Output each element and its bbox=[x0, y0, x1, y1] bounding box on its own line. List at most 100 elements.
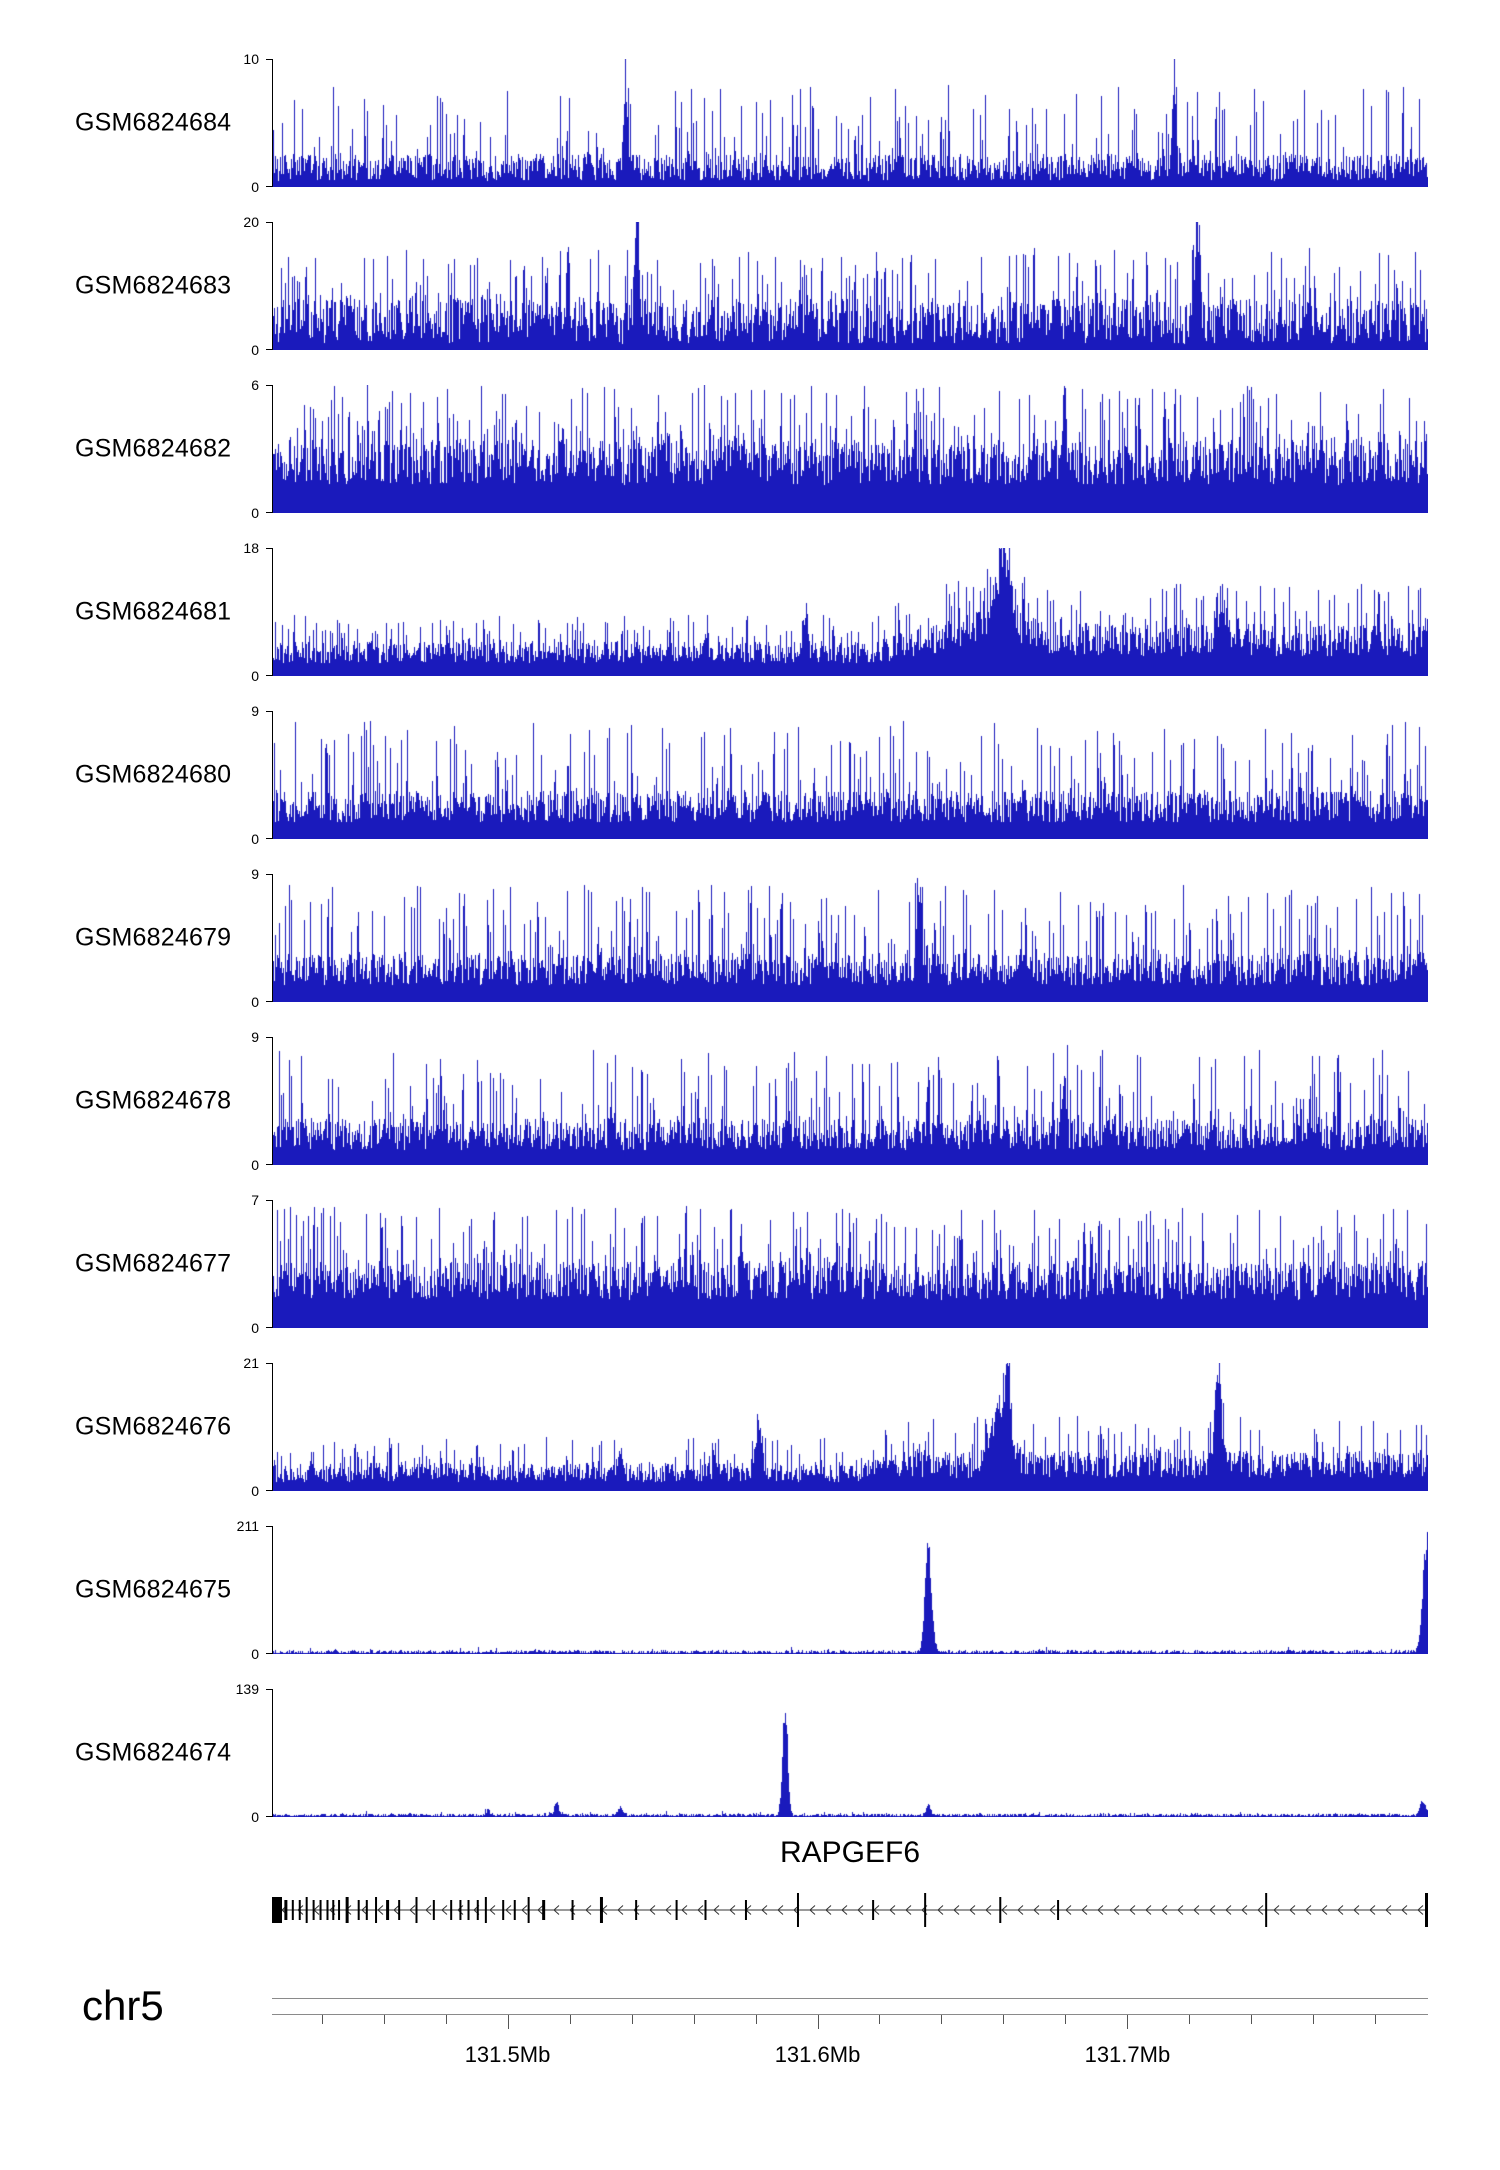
gene-title: RAPGEF6 bbox=[779, 1836, 921, 1869]
coverage-signal-canvas bbox=[273, 548, 1428, 676]
strand-arrow-icon bbox=[713, 1905, 720, 1915]
strand-arrow-icon bbox=[1273, 1905, 1280, 1915]
axis-minor-tick bbox=[1065, 2015, 1067, 2024]
axis-minor-tick bbox=[693, 2015, 695, 2024]
exon-rect bbox=[375, 1897, 378, 1923]
coverage-plot-area: 211 0 bbox=[237, 1519, 1428, 1661]
strand-arrow-icon bbox=[1081, 1905, 1088, 1915]
track-row: GSM6824682 6 0 bbox=[0, 378, 1500, 520]
strand-arrow-icon bbox=[425, 1905, 432, 1915]
strand-arrow-icon bbox=[697, 1905, 704, 1915]
exon-rect bbox=[459, 1900, 462, 1920]
exon-rect bbox=[924, 1893, 927, 1927]
y-axis-max-label: 7 bbox=[251, 1192, 259, 1208]
exon-rect bbox=[599, 1897, 603, 1923]
axis-minor-tick bbox=[1251, 2015, 1253, 2024]
y-axis-zero-label: 0 bbox=[251, 668, 259, 684]
y-axis-tick-top bbox=[266, 1200, 272, 1201]
axis-minor-tick bbox=[445, 2015, 447, 2024]
coverage-signal-canvas bbox=[273, 1363, 1428, 1491]
y-axis-max-label: 21 bbox=[243, 1355, 259, 1371]
strand-arrow-icon bbox=[617, 1905, 624, 1915]
strand-arrow-icon bbox=[1145, 1905, 1152, 1915]
axis-tick-label: 131.5Mb bbox=[464, 2042, 551, 2067]
strand-arrow-icon bbox=[1241, 1905, 1248, 1915]
y-axis-max-label: 139 bbox=[235, 1681, 259, 1697]
y-axis-zero-label: 0 bbox=[251, 179, 259, 195]
exon-rect bbox=[357, 1900, 360, 1920]
axis-minor-tick bbox=[1189, 2015, 1191, 2024]
axis-line-bottom bbox=[272, 2014, 1428, 2015]
y-axis-max-label: 9 bbox=[251, 703, 259, 719]
coverage-signal-canvas bbox=[273, 1037, 1428, 1165]
exon-rect bbox=[319, 1900, 322, 1920]
track-row: GSM6824676 21 0 bbox=[0, 1356, 1500, 1498]
y-axis-tick-top bbox=[266, 59, 272, 60]
strand-arrow-icon bbox=[1401, 1905, 1408, 1915]
track-label: GSM6824677 bbox=[75, 1249, 232, 1278]
y-axis-tick-top bbox=[266, 711, 272, 712]
strand-arrow-icon bbox=[537, 1905, 544, 1915]
strand-arrow-icon bbox=[1193, 1905, 1200, 1915]
coverage-plot-area: 20 0 bbox=[243, 215, 1428, 357]
strand-arrow-icon bbox=[585, 1905, 592, 1915]
y-axis-max-label: 211 bbox=[236, 1518, 259, 1534]
axis-major-tick bbox=[507, 2015, 509, 2029]
strand-arrow-icon bbox=[553, 1905, 560, 1915]
track-row: GSM6824674 139 0 bbox=[0, 1682, 1500, 1824]
strand-arrow-icon bbox=[777, 1905, 784, 1915]
axis-minor-tick bbox=[631, 2015, 633, 2024]
coverage-signal-canvas bbox=[273, 385, 1428, 513]
track-row: GSM6824684 10 0 bbox=[0, 52, 1500, 194]
strand-arrow-icon bbox=[1305, 1905, 1312, 1915]
tracks-container: GSM6824684 10 0 GSM6824683 20 0 GSM68246… bbox=[0, 52, 1500, 1845]
strand-arrow-icon bbox=[1289, 1905, 1296, 1915]
exon-rect bbox=[305, 1897, 308, 1923]
exon-rect bbox=[398, 1900, 401, 1920]
strand-arrow-icon bbox=[1049, 1905, 1056, 1915]
strand-arrow-icon bbox=[841, 1905, 848, 1915]
strand-arrow-icon bbox=[393, 1905, 400, 1915]
strand-arrow-icon bbox=[1209, 1905, 1216, 1915]
exon-rect bbox=[704, 1900, 707, 1920]
track-label: GSM6824678 bbox=[75, 1086, 232, 1115]
y-axis-tick-top bbox=[266, 222, 272, 223]
strand-arrow-icon bbox=[905, 1905, 912, 1915]
y-axis-zero-label: 0 bbox=[251, 1320, 259, 1336]
strand-arrow-icon bbox=[681, 1905, 688, 1915]
strand-arrow-icon bbox=[1017, 1905, 1024, 1915]
y-axis-tick-bottom bbox=[266, 512, 272, 513]
exon-rect bbox=[386, 1900, 390, 1920]
strand-arrow-icon bbox=[1113, 1905, 1120, 1915]
strand-arrow-icon bbox=[1353, 1905, 1360, 1915]
axis-minor-tick bbox=[569, 2015, 571, 2024]
track-label: GSM6824679 bbox=[75, 923, 232, 952]
coverage-signal-canvas bbox=[273, 222, 1428, 350]
coverage-plot-area: 7 0 bbox=[251, 1193, 1428, 1335]
strand-arrow-icon bbox=[505, 1905, 512, 1915]
exon-rect bbox=[542, 1900, 546, 1920]
exon-rect bbox=[484, 1897, 487, 1923]
track-label: GSM6824681 bbox=[75, 597, 232, 626]
exon-rect bbox=[675, 1900, 678, 1920]
exon-rect bbox=[298, 1900, 301, 1920]
strand-arrow-icon bbox=[633, 1905, 640, 1915]
strand-arrow-icon bbox=[1337, 1905, 1344, 1915]
track-row: GSM6824683 20 0 bbox=[0, 215, 1500, 357]
exon-rect bbox=[872, 1900, 875, 1920]
strand-arrow-icon bbox=[1097, 1905, 1104, 1915]
strand-arrow-icon bbox=[297, 1905, 304, 1915]
exon-rect bbox=[415, 1897, 418, 1923]
genome-axis: 131.5Mb 131.6Mb 131.7Mb bbox=[272, 1998, 1428, 2088]
y-axis-max-label: 20 bbox=[243, 214, 259, 230]
coverage-plot-area: 9 0 bbox=[251, 867, 1428, 1009]
exon-rect bbox=[999, 1897, 1002, 1923]
strand-arrow-icon bbox=[1001, 1905, 1008, 1915]
exon-rect bbox=[502, 1900, 505, 1920]
strand-arrow-icon bbox=[761, 1905, 768, 1915]
axis-tick-label: 131.6Mb bbox=[774, 2042, 861, 2067]
strand-arrow-icon bbox=[489, 1905, 496, 1915]
axis-minor-tick bbox=[321, 2015, 323, 2024]
y-axis-zero-label: 0 bbox=[251, 1483, 259, 1499]
